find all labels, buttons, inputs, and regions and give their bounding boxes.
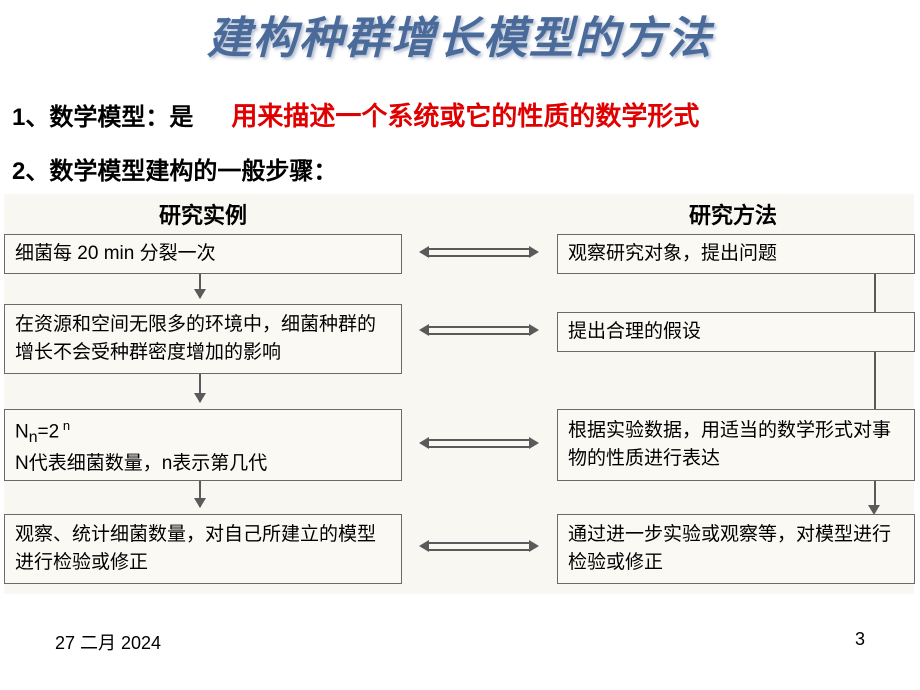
point-1-definition: 用来描述一个系统或它的性质的数学形式 [231, 96, 699, 133]
flowchart-diagram: 研究实例 研究方法 细菌每 20 min 分裂一次 在资源和空间无限多的环境中，… [4, 194, 914, 594]
slide-title: 建构种群增长模型的方法 [0, 0, 920, 66]
content-area: 1、数学模型：是 用来描述一个系统或它的性质的数学形式 2、数学模型建构的一般步… [0, 66, 920, 594]
left-box-2: 在资源和空间无限多的环境中，细菌种群的增长不会受种群密度增加的影响 [4, 304, 402, 374]
point-1-line: 1、数学模型：是 用来描述一个系统或它的性质的数学形式 [12, 96, 908, 133]
footer-date: 27 二月 2024 [55, 629, 161, 655]
right-box-1: 观察研究对象，提出问题 [557, 234, 915, 274]
right-box-3: 根据实验数据，用适当的数学形式对事物的性质进行表达 [557, 409, 915, 481]
right-v-arrowhead [868, 505, 880, 515]
point-2-label: 2、数学模型建构的一般步骤： [12, 151, 908, 186]
point-1-label: 1、数学模型：是 [12, 97, 193, 132]
footer: 27 二月 2024 3 [55, 629, 865, 655]
left-box-4: 观察、统计细菌数量，对自己所建立的模型进行检验或修正 [4, 514, 402, 584]
footer-page-number: 3 [855, 629, 865, 655]
right-box-4: 通过进一步实验或观察等，对模型进行检验或修正 [557, 514, 915, 584]
left-box-3: Nn=2 nN代表细菌数量，n表示第几代 [4, 409, 402, 481]
left-v-arrow-3 [199, 481, 201, 507]
left-box-1: 细菌每 20 min 分裂一次 [4, 234, 402, 274]
right-v-line-3 [874, 481, 876, 507]
right-v-line-2 [874, 352, 876, 409]
left-column-header: 研究实例 [159, 198, 247, 230]
left-v-arrow-2 [199, 374, 201, 402]
right-v-line-1 [874, 274, 876, 312]
right-box-2: 提出合理的假设 [557, 312, 915, 352]
right-column-header: 研究方法 [689, 198, 777, 230]
left-v-arrow-1 [199, 274, 201, 298]
